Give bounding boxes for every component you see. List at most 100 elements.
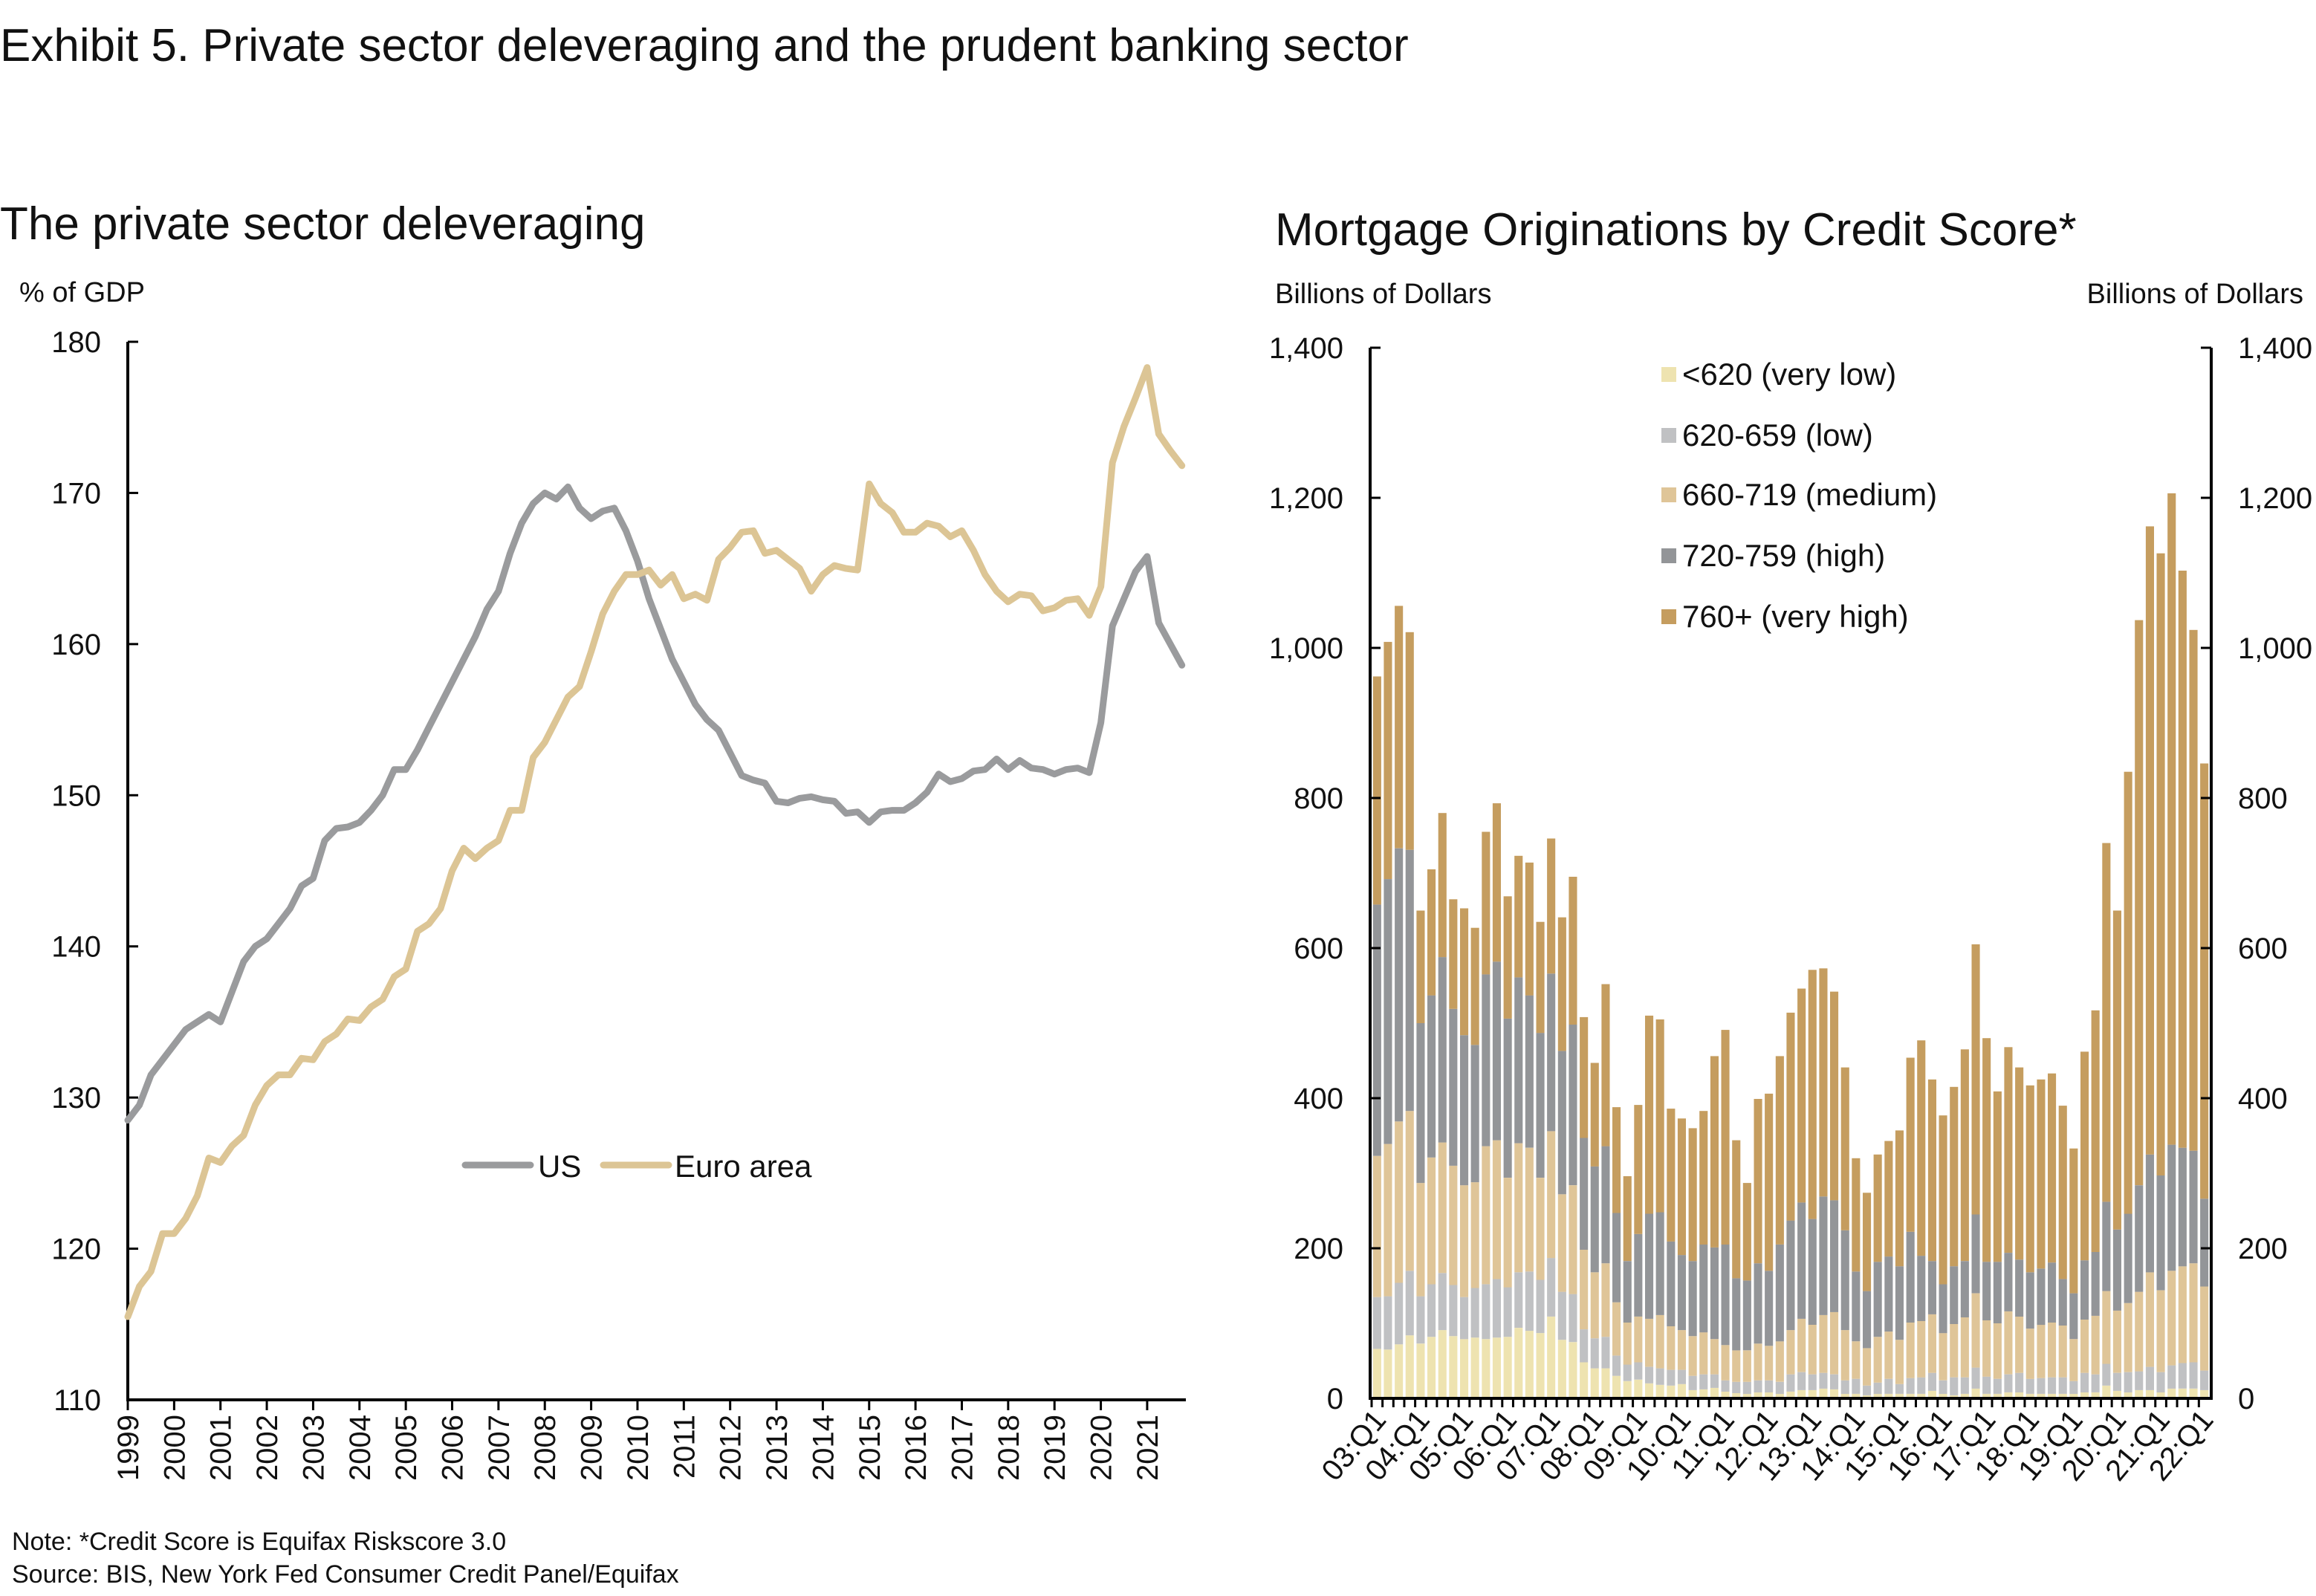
bar-segment-very-low [1765,1392,1774,1398]
bar-segment-very-low [1623,1381,1632,1398]
bar-segment-very-low [2167,1388,2176,1398]
y-tick-label-left: 400 [1294,1083,1343,1115]
bar-segment-medium [1427,1157,1436,1285]
bar-segment-very-high [1525,862,1534,996]
bar-segment-very-high [2124,771,2132,1214]
bar-segment-high [1765,1271,1774,1346]
bar-segment-medium [1830,1311,1839,1375]
bar-segment-high [1917,1256,1926,1321]
bar-segment-very-low [1384,1349,1392,1398]
bar-segment-very-high [1917,1040,1926,1256]
bar-segment-very-low [1547,1316,1556,1398]
bar-segment-very-high [2080,1051,2089,1261]
x-tick-label: 2016 [900,1415,932,1481]
bar-segment-low [1384,1296,1392,1350]
bar-stack-12:Q2 [1775,1056,1784,1398]
bar-segment-high [1906,1231,1915,1323]
bar-segment-very-high [2015,1067,2024,1260]
bar-segment-very-high [1557,917,1566,1051]
bar-segment-high [1416,1023,1425,1184]
bar-segment-very-low [1960,1393,1969,1398]
bar-segment-low [1819,1372,1828,1389]
bar-segment-medium [1808,1325,1817,1375]
bar-segment-very-low [2156,1392,2165,1398]
bar-segment-medium [2112,1310,2121,1373]
bar-segment-low [1601,1337,1610,1369]
bar-segment-very-high [1470,927,1479,1045]
y-tick-label-left: 600 [1294,932,1343,965]
bar-segment-very-low [1852,1393,1861,1398]
bar-segment-very-high [2069,1148,2078,1294]
bar-segment-medium [2069,1339,2078,1381]
bar-segment-very-high [1971,944,1980,1215]
bar-segment-high [1460,1035,1469,1186]
bar-stack-09:Q3 [1655,1019,1664,1398]
bar-stack-19:Q1 [2069,1148,2078,1398]
bar-segment-low [1939,1380,1947,1394]
exhibit-title: Exhibit 5. Private sector deleveraging a… [0,20,1409,71]
bar-segment-medium [1590,1272,1599,1339]
legend-label: 620-659 (low) [1682,418,1873,452]
bar-segment-very-low [1612,1375,1621,1398]
bar-segment-very-high [1492,803,1501,962]
x-tick-label: 2014 [807,1415,840,1481]
bar-segment-low [1721,1380,1730,1392]
bar-segment-very-high [1819,968,1828,1197]
bar-segment-very-high [1601,984,1610,1146]
bar-segment-very-high [1612,1107,1621,1213]
bar-segment-high [1775,1245,1784,1342]
bar-stack-03:Q1 [1372,676,1381,1398]
bar-segment-medium [1416,1183,1425,1297]
bar-segment-medium [1971,1293,1980,1368]
bar-segment-low [1645,1366,1654,1383]
legend-label-us: US [538,1149,581,1184]
bar-segment-very-low [1808,1389,1817,1398]
bar-segment-medium [1580,1250,1589,1330]
bar-segment-very-high [1808,970,1817,1219]
bar-segment-very-high [1590,1063,1599,1167]
bar-segment-high [2135,1185,2144,1292]
bar-segment-very-high [1384,641,1392,880]
bar-segment-high [1427,995,1436,1158]
bar-segment-very-high [1699,1111,1708,1245]
bar-segment-low [2112,1372,2121,1391]
bar-segment-very-low [1993,1393,2002,1398]
bar-segment-medium [2135,1291,2144,1372]
bar-stack-21:Q3 [2178,571,2187,1398]
bar-segment-very-low [1525,1331,1534,1398]
bar-segment-high [1939,1284,1947,1334]
bar-segment-low [1917,1377,1926,1394]
bar-segment-very-low [2025,1393,2034,1398]
x-tick-label: 2004 [344,1415,377,1481]
bar-segment-very-low [1634,1379,1643,1399]
bar-segment-medium [1819,1314,1828,1373]
bar-segment-medium [1917,1321,1926,1378]
bar-segment-high [1580,1138,1589,1250]
source-note: Source: BIS, New York Fed Consumer Credi… [12,1560,679,1589]
bar-segment-low [1830,1374,1839,1389]
bar-segment-high [1732,1278,1741,1351]
bar-segment-low [1982,1376,1991,1394]
line-chart-title: The private sector deleveraging [0,198,645,250]
bar-segment-low [1971,1367,1980,1389]
bar-segment-medium [1754,1343,1762,1381]
y-tick-label-right: 0 [2238,1383,2254,1415]
bar-segment-very-low [1884,1393,1893,1398]
bar-segment-very-high [1786,1012,1795,1221]
y-tick-label: 170 [51,477,101,510]
bar-segment-medium [2025,1329,2034,1379]
bar-segment-high [1721,1245,1730,1346]
bar-segment-medium [1503,1178,1512,1288]
bar-stack-05:Q1 [1460,908,1469,1398]
bar-segment-very-low [1786,1391,1795,1398]
bar-segment-very-high [2145,526,2154,1155]
bar-segment-very-high [1580,1016,1589,1138]
bar-segment-very-high [2004,1047,2013,1253]
bar-segment-low [1503,1287,1512,1337]
bar-segment-high [1612,1213,1621,1303]
bar-segment-high [2037,1268,2046,1326]
bar-stack-16:Q2 [1950,1086,1959,1398]
bar-segment-high [1634,1233,1643,1317]
bar-segment-medium [1699,1332,1708,1375]
bar-segment-very-high [1895,1130,1904,1267]
